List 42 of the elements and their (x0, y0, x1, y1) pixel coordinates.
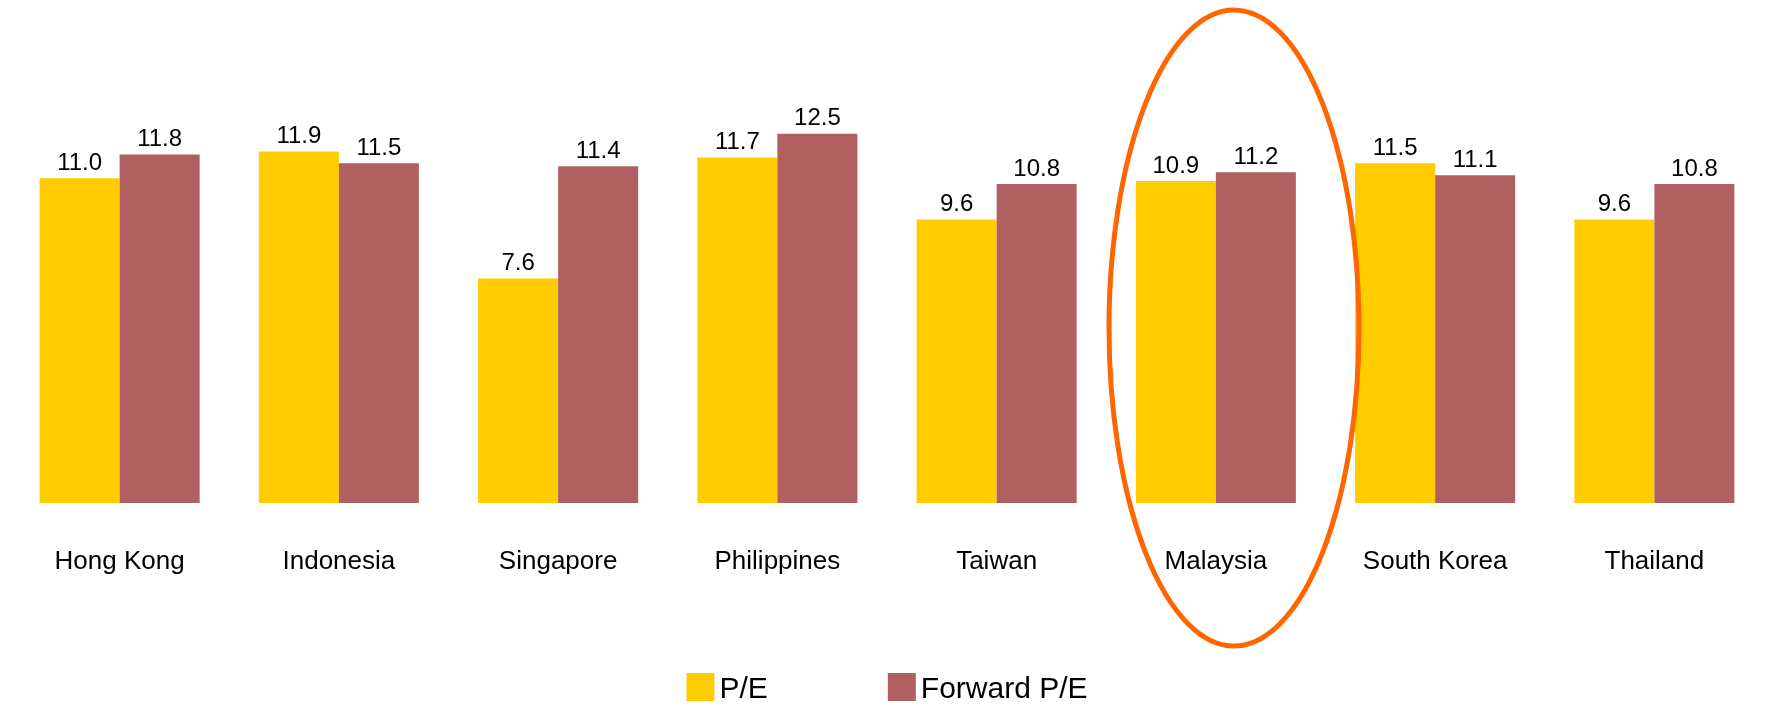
bar (1654, 184, 1735, 503)
data-label: 11.4 (575, 135, 621, 163)
bar (119, 154, 200, 503)
bar (1355, 163, 1436, 503)
data-label: 10.8 (1013, 153, 1060, 181)
data-label: 9.6 (939, 188, 974, 216)
bar (558, 166, 639, 503)
bar (1435, 175, 1516, 503)
bar (1574, 219, 1655, 503)
x-tick-label: Philippines (714, 545, 841, 575)
data-label: 11.9 (276, 121, 322, 149)
data-label: 10.9 (1152, 150, 1200, 178)
legend-label: P/E (719, 670, 768, 704)
bar (258, 151, 339, 503)
data-label: 11.2 (1233, 141, 1279, 169)
data-label: 11.5 (356, 132, 402, 160)
data-label: 11.0 (57, 147, 103, 175)
x-tick-label: Malaysia (1164, 545, 1268, 575)
x-tick-label: Hong Kong (54, 545, 185, 575)
bar (1135, 181, 1216, 503)
data-label: 12.5 (794, 103, 841, 131)
data-label: 11.1 (1452, 144, 1498, 172)
data-label: 9.6 (1597, 188, 1632, 216)
x-tick-label: South Korea (1362, 545, 1508, 575)
legend-label: Forward P/E (920, 670, 1088, 704)
bar (1215, 172, 1296, 503)
bar (777, 133, 858, 503)
data-label: 11.7 (714, 126, 760, 154)
x-tick-label: Indonesia (282, 545, 396, 575)
bar (916, 219, 997, 503)
data-label: 7.6 (501, 248, 535, 276)
x-tick-label: Singapore (498, 545, 618, 575)
bar (39, 178, 120, 503)
x-tick-label: Taiwan (956, 545, 1038, 575)
bar (478, 278, 559, 503)
data-label: 10.8 (1671, 153, 1718, 181)
bar (697, 157, 778, 503)
x-tick-label: Thailand (1604, 545, 1705, 575)
data-label: 11.8 (137, 124, 183, 152)
data-label: 11.5 (1372, 132, 1418, 160)
bar (996, 184, 1077, 503)
bar (338, 163, 419, 503)
